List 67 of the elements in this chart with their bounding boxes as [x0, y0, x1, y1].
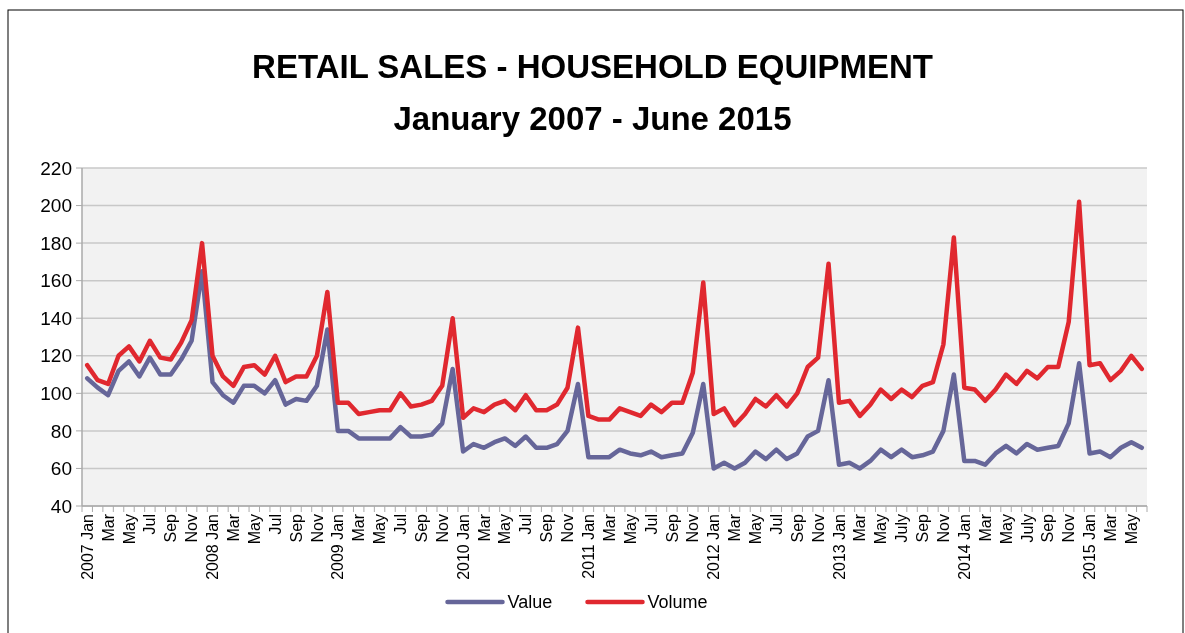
x-tick-label: Jul — [141, 514, 159, 535]
x-tick-label: Nov — [1060, 514, 1078, 543]
x-tick-label: Sep — [914, 513, 932, 543]
x-tick-label: Mar — [976, 513, 994, 542]
x-tick-label: Nov — [559, 514, 577, 543]
y-tick-label: 120 — [40, 345, 72, 367]
x-tick-label: 2009 Jan — [329, 514, 347, 580]
y-tick-label: 180 — [40, 232, 72, 254]
x-tick-label: 2015 Jan — [1081, 514, 1099, 580]
x-tick-label: May — [621, 514, 639, 545]
x-tick-label: May — [872, 514, 890, 545]
x-tick-label: Nov — [809, 514, 827, 543]
x-tick-label: Mar — [1102, 513, 1120, 542]
x-tick-label: Sep — [162, 513, 180, 543]
x-tick-label: 2010 Jan — [454, 514, 472, 580]
x-tick-label: 2011 Jan — [580, 514, 597, 579]
x-tick-label: Jul — [266, 514, 284, 535]
x-tick-label: Mar — [600, 513, 618, 542]
x-tick-label: Sep — [1039, 513, 1057, 543]
y-tick-label: 220 — [40, 157, 72, 179]
line-series — [84, 199, 1145, 428]
y-tick-label: 200 — [40, 195, 72, 217]
y-tick-label: 140 — [40, 307, 72, 329]
y-tick-label: 40 — [50, 495, 72, 517]
y-tick-label: 60 — [50, 458, 72, 480]
x-tick-label: Sep — [538, 513, 556, 543]
x-tick-label: Mar — [851, 513, 869, 542]
x-tick-label: Sep — [287, 513, 305, 543]
x-tick-label: Jul — [517, 514, 535, 535]
x-tick-label: Nov — [433, 514, 451, 543]
y-tick-label: 80 — [50, 420, 72, 442]
x-tick-label: Mar — [225, 513, 242, 542]
x-tick-label: Jul — [642, 514, 660, 535]
x-tick-label: Nov — [308, 514, 326, 543]
x-tick-label: 2012 Jan — [705, 514, 723, 580]
x-tick-label: July — [893, 514, 911, 543]
x-tick-label: May — [496, 514, 514, 545]
x-tick-label: Jul — [767, 514, 785, 535]
x-tick-label: Mar — [350, 513, 368, 542]
x-tick-label: July — [1018, 514, 1036, 543]
x-tick-label: Sep — [412, 513, 430, 543]
legend-label: Volume — [647, 592, 708, 613]
chart-subtitle: January 2007 - June 2015 — [393, 100, 792, 137]
x-tick-label: 2014 Jan — [955, 514, 973, 580]
chart-title: RETAIL SALES - HOUSEHOLD EQUIPMENT — [252, 48, 933, 85]
x-tick-label: Nov — [935, 514, 952, 543]
legend-label: Value — [507, 592, 553, 613]
x-tick-label: 2013 Jan — [830, 514, 848, 580]
x-tick-label: 2008 Jan — [204, 514, 222, 580]
x-tick-label: Nov — [183, 514, 201, 543]
y-tick-label: 160 — [40, 270, 72, 292]
x-tick-label: Mar — [99, 513, 117, 542]
x-tick-label: Mar — [726, 513, 744, 542]
x-tick-label: 2007 Jan — [78, 514, 96, 580]
y-tick-label: 100 — [40, 382, 72, 404]
x-tick-label: May — [120, 514, 138, 545]
x-tick-label: May — [1122, 514, 1140, 545]
x-tick-label: May — [747, 514, 765, 545]
x-tick-label: Mar — [475, 513, 493, 542]
x-tick-label: May — [245, 514, 263, 545]
line-series — [84, 269, 1145, 471]
x-tick-label: Sep — [663, 513, 681, 543]
x-tick-label: May — [997, 514, 1015, 545]
x-tick-label: Sep — [788, 513, 806, 543]
x-tick-label: Jul — [392, 514, 410, 535]
x-tick-label: Nov — [684, 514, 702, 543]
x-tick-label: May — [371, 514, 389, 545]
